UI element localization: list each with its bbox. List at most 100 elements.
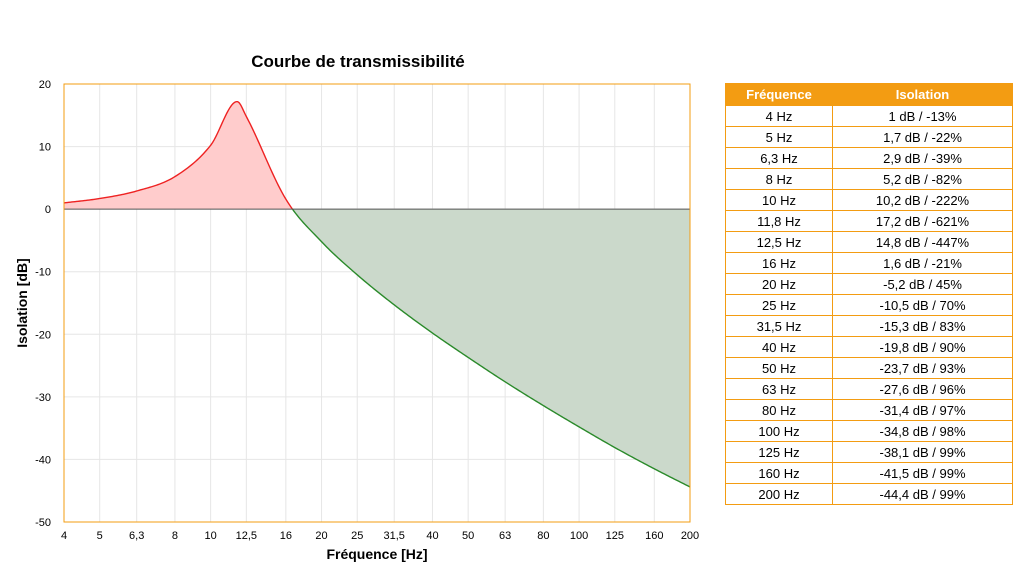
cell-isolation: 10,2 dB / -222% (832, 189, 1013, 211)
table-row: 16 Hz 1,6 dB / -21% (725, 252, 1013, 274)
cell-isolation: 14,8 dB / -447% (832, 231, 1013, 253)
y-tick-label: -40 (35, 454, 51, 466)
cell-frequency: 8 Hz (725, 168, 833, 190)
cell-frequency: 20 Hz (725, 273, 833, 295)
y-tick-label: -10 (35, 267, 51, 279)
x-tick-label: 16 (280, 530, 292, 542)
cell-isolation: -19,8 dB / 90% (832, 336, 1013, 358)
cell-isolation: -10,5 dB / 70% (832, 294, 1013, 316)
x-tick-label: 125 (606, 530, 624, 542)
table-body: 4 Hz 1 dB / -13% 5 Hz 1,7 dB / -22% 6,3 Hz 2,… (725, 105, 1013, 505)
y-tick-label: -50 (35, 517, 51, 529)
cell-frequency: 25 Hz (725, 294, 833, 316)
plot-lines (63, 100, 691, 488)
header-frequency: Fréquence (725, 83, 833, 106)
x-tick-label: 10 (204, 530, 216, 542)
x-tick-label: 5 (97, 530, 103, 542)
amplification-line (63, 100, 294, 210)
table-row: 8 Hz 5,2 dB / -82% (725, 168, 1013, 190)
cell-isolation: 1,6 dB / -21% (832, 252, 1013, 274)
y-tick-label: -30 (35, 392, 51, 404)
cell-isolation: 17,2 dB / -621% (832, 210, 1013, 232)
table-row: 11,8 Hz 17,2 dB / -621% (725, 210, 1013, 232)
header-isolation: Isolation (832, 83, 1013, 106)
x-tick-label: 63 (499, 530, 511, 542)
cell-frequency: 80 Hz (725, 399, 833, 421)
y-tick-label: 10 (39, 142, 51, 154)
x-axis-label: Fréquence [Hz] (326, 546, 427, 562)
table-row: 63 Hz -27,6 dB / 96% (725, 378, 1013, 400)
table-row: 100 Hz -34,8 dB / 98% (725, 420, 1013, 442)
cell-frequency: 5 Hz (725, 126, 833, 148)
cell-frequency: 11,8 Hz (725, 210, 833, 232)
table-header-row: Fréquence Isolation (725, 83, 1013, 106)
cell-frequency: 125 Hz (725, 441, 833, 463)
x-tick-label: 160 (645, 530, 663, 542)
cell-isolation: -23,7 dB / 93% (832, 357, 1013, 379)
cell-frequency: 12,5 Hz (725, 231, 833, 253)
y-tick-label: -20 (35, 329, 51, 341)
cell-isolation: -27,6 dB / 96% (832, 378, 1013, 400)
x-tick-label: 20 (315, 530, 327, 542)
cell-frequency: 200 Hz (725, 483, 833, 505)
cell-frequency: 100 Hz (725, 420, 833, 442)
cell-frequency: 6,3 Hz (725, 147, 833, 169)
cell-frequency: 50 Hz (725, 357, 833, 379)
isolation-area (292, 209, 690, 487)
cell-isolation: -41,5 dB / 99% (832, 462, 1013, 484)
table-row: 10 Hz 10,2 dB / -222% (725, 189, 1013, 211)
table-row: 6,3 Hz 2,9 dB / -39% (725, 147, 1013, 169)
x-tick-label: 8 (172, 530, 178, 542)
y-tick-label: 20 (39, 79, 51, 91)
cell-frequency: 10 Hz (725, 189, 833, 211)
x-tick-label: 4 (61, 530, 67, 542)
x-tick-label: 6,3 (129, 530, 144, 542)
table-row: 200 Hz -44,4 dB / 99% (725, 483, 1013, 505)
y-axis-label: Isolation [dB] (14, 258, 30, 347)
cell-frequency: 40 Hz (725, 336, 833, 358)
cell-isolation: 2,9 dB / -39% (832, 147, 1013, 169)
table-row: 25 Hz -10,5 dB / 70% (725, 294, 1013, 316)
cell-frequency: 4 Hz (725, 105, 833, 127)
cell-isolation: -31,4 dB / 97% (832, 399, 1013, 421)
table-row: 5 Hz 1,7 dB / -22% (725, 126, 1013, 148)
plot-areas (64, 101, 690, 487)
x-tick-label: 80 (537, 530, 549, 542)
table-row: 20 Hz -5,2 dB / 45% (725, 273, 1013, 295)
cell-isolation: -15,3 dB / 83% (832, 315, 1013, 337)
table-row: 50 Hz -23,7 dB / 93% (725, 357, 1013, 379)
cell-frequency: 63 Hz (725, 378, 833, 400)
table-row: 4 Hz 1 dB / -13% (725, 105, 1013, 127)
x-tick-label: 40 (426, 530, 438, 542)
x-tick-label: 31,5 (384, 530, 405, 542)
cell-isolation: 5,2 dB / -82% (832, 168, 1013, 190)
chart-title: Courbe de transmissibilité (251, 52, 465, 71)
x-tick-label: 100 (570, 530, 588, 542)
cell-isolation: -44,4 dB / 99% (832, 483, 1013, 505)
cell-frequency: 16 Hz (725, 252, 833, 274)
x-tick-label: 25 (351, 530, 363, 542)
cell-isolation: -34,8 dB / 98% (832, 420, 1013, 442)
axis-ticks: 4 5 6,3 8 10 12,5 16 20 25 31,5 40 50 63 80 100 125 160 2… (35, 79, 699, 542)
cell-isolation: -38,1 dB / 99% (832, 441, 1013, 463)
amplification-area (64, 101, 293, 210)
x-tick-label: 200 (681, 530, 699, 542)
x-tick-label: 50 (462, 530, 474, 542)
x-tick-label: 12,5 (236, 530, 257, 542)
table-row: 12,5 Hz 14,8 dB / -447% (725, 231, 1013, 253)
frequency-isolation-table: Fréquence Isolation 4 Hz 1 dB / -13% 5 Hz 1… (725, 83, 1013, 505)
table-row: 80 Hz -31,4 dB / 97% (725, 399, 1013, 421)
cell-isolation: -5,2 dB / 45% (832, 273, 1013, 295)
cell-isolation: 1,7 dB / -22% (832, 126, 1013, 148)
cell-frequency: 31,5 Hz (725, 315, 833, 337)
cell-frequency: 160 Hz (725, 462, 833, 484)
plot-frame (63, 83, 691, 523)
table-row: 125 Hz -38,1 dB / 99% (725, 441, 1013, 463)
table-row: 160 Hz -41,5 dB / 99% (725, 462, 1013, 484)
table-row: 31,5 Hz -15,3 dB / 83% (725, 315, 1013, 337)
y-tick-label: 0 (45, 204, 51, 216)
cell-isolation: 1 dB / -13% (832, 105, 1013, 127)
isolation-line (291, 208, 691, 488)
transmissibility-chart: Courbe de transmissibilité Isolation [dB… (14, 52, 699, 562)
